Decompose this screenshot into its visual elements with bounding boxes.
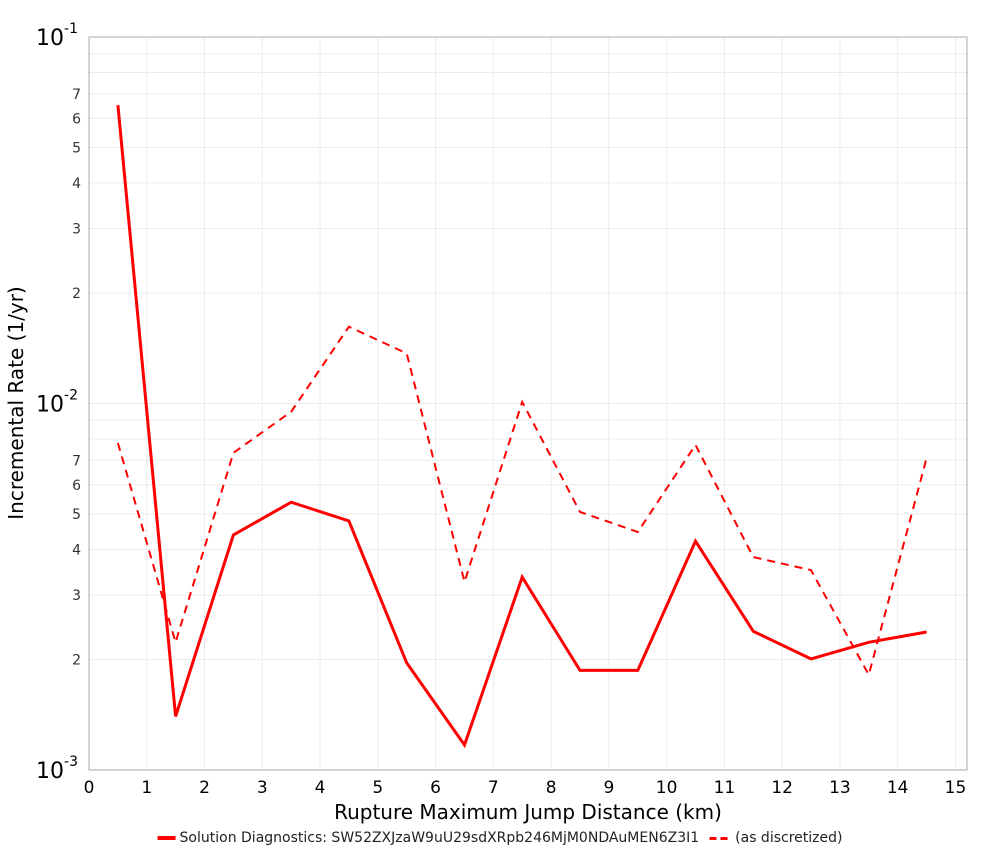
y-tick-minor: 4	[72, 542, 81, 558]
dashed-line-swatch-icon	[709, 836, 732, 840]
data-series	[116, 104, 928, 749]
legend-item-discretized: (as discretized)	[709, 830, 842, 846]
x-axis-ticks: 0 1 2 3 4 5 6 7 8 9 10 11 12 13 14 15	[84, 778, 967, 798]
x-tick: 12	[771, 778, 793, 798]
y-axis-ticks: 10-1 10-2 10-3 2 3 4 5 6 7 2 3 4 5 6 7	[36, 21, 81, 784]
y-tick-major: 10-1	[36, 21, 78, 51]
y-tick-major: 10-3	[36, 754, 78, 784]
y-tick-minor: 2	[72, 653, 81, 669]
y-tick-minor: 2	[72, 286, 81, 302]
x-tick: 5	[372, 778, 383, 798]
series-solution-line	[116, 104, 927, 749]
y-axis-label: Incremental Rate (1/yr)	[4, 286, 28, 520]
y-tick-minor: 6	[72, 111, 81, 127]
y-tick-minor: 5	[72, 140, 81, 156]
y-tick-minor: 7	[72, 87, 81, 103]
x-tick: 14	[887, 778, 909, 798]
series-discretized-line	[116, 325, 928, 678]
plot-frame	[88, 36, 968, 771]
grid-lines	[88, 37, 967, 771]
x-tick: 15	[945, 778, 967, 798]
legend: Solution Diagnostics: SW52ZXJzaW9uU29sdX…	[157, 830, 842, 846]
legend-label-solution: Solution Diagnostics: SW52ZXJzaW9uU29sdX…	[179, 830, 700, 846]
x-tick: 4	[315, 778, 326, 798]
x-tick: 6	[430, 778, 441, 798]
legend-label-discretized: (as discretized)	[735, 830, 843, 846]
y-tick-minor: 3	[72, 588, 81, 604]
x-tick: 11	[714, 778, 736, 798]
x-tick: 8	[546, 778, 557, 798]
x-tick: 10	[656, 778, 678, 798]
y-tick-minor: 5	[72, 507, 81, 523]
x-tick: 7	[488, 778, 499, 798]
x-tick: 2	[199, 778, 210, 798]
x-tick: 1	[141, 778, 152, 798]
solid-line-swatch-icon	[157, 836, 176, 840]
y-tick-minor: 6	[72, 478, 81, 494]
x-tick: 13	[829, 778, 851, 798]
x-axis-label: Rupture Maximum Jump Distance (km)	[334, 800, 722, 824]
legend-item-solution: Solution Diagnostics: SW52ZXJzaW9uU29sdX…	[157, 830, 700, 846]
x-tick: 0	[84, 778, 95, 798]
x-tick: 3	[257, 778, 268, 798]
y-tick-minor: 4	[72, 176, 81, 192]
y-tick-major: 10-2	[36, 388, 78, 418]
y-tick-minor: 3	[72, 222, 81, 238]
x-tick: 9	[603, 778, 614, 798]
y-tick-minor: 7	[72, 453, 81, 469]
